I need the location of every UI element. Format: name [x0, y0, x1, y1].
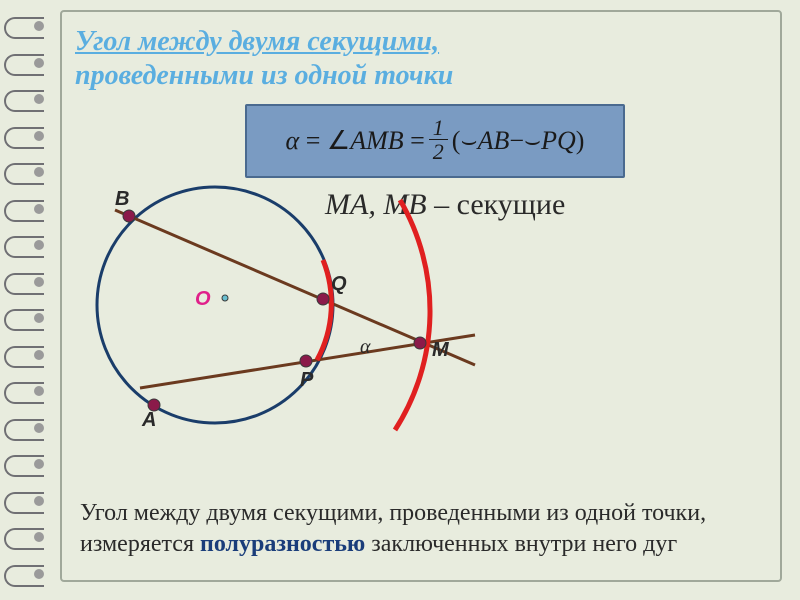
- formula-alpha: α: [286, 126, 300, 156]
- main-circle: [97, 187, 333, 423]
- point-M: [414, 337, 426, 349]
- label-alpha: α: [360, 336, 371, 359]
- formula-fraction: 1 2: [429, 117, 448, 164]
- formula-open: (: [452, 126, 461, 156]
- point-Q: [317, 293, 329, 305]
- arc-symbol-1: ⌣: [460, 126, 477, 157]
- theorem-highlight: полуразностью: [200, 531, 365, 557]
- title-line-1: Угол между двумя секущими,: [75, 26, 439, 57]
- label-P: P: [300, 369, 313, 392]
- theorem-part3: заключенных внутри него дуг: [365, 531, 677, 557]
- title-line-2: проведенными из одной точки: [75, 60, 453, 91]
- formula-arcAB: AB: [478, 126, 510, 156]
- formula-angle: AMB: [350, 126, 403, 156]
- label-M: M: [432, 339, 449, 362]
- arc-symbol-2: ⌣: [524, 126, 541, 157]
- label-A: A: [142, 409, 156, 432]
- slide-content: Угол между двумя секущими, проведенными …: [75, 20, 770, 570]
- formula-close: ): [576, 126, 585, 156]
- arc-big-red: [395, 200, 430, 430]
- point-P: [300, 355, 312, 367]
- label-Q: Q: [331, 273, 347, 296]
- formula-eq2: =: [410, 126, 425, 156]
- geometry-diagram: O B A Q P M α: [55, 160, 535, 470]
- center-dot: [222, 295, 228, 301]
- formula-minus: −: [509, 126, 524, 156]
- label-O: O: [195, 288, 211, 311]
- theorem-text: Угол между двумя секущими, проведенными …: [80, 498, 760, 560]
- slide-title: Угол между двумя секущими, проведенными …: [75, 20, 770, 100]
- formula-eq1: = ∠: [306, 126, 350, 156]
- points-group: [123, 210, 426, 411]
- arc-pq-red: [317, 260, 331, 360]
- formula-arcPQ: PQ: [541, 126, 576, 156]
- label-B: B: [115, 188, 129, 211]
- point-B: [123, 210, 135, 222]
